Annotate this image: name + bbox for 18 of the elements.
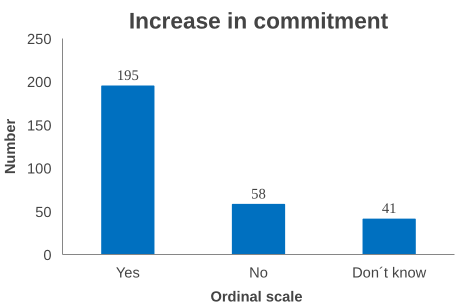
chart-title: Increase in commitment: [128, 8, 389, 34]
y-axis-title: Number: [3, 118, 20, 174]
x-tick-label: Yes: [116, 266, 140, 282]
y-tick-label: 50: [35, 204, 52, 221]
bar: [232, 204, 286, 254]
bar: [101, 86, 154, 254]
data-label: 58: [251, 186, 266, 202]
y-tick-label: 200: [27, 75, 52, 92]
data-label: 41: [382, 201, 396, 218]
data-label: 195: [116, 68, 139, 84]
x-tick-label: Don´t know: [352, 266, 427, 282]
bar: [362, 218, 416, 254]
y-tick-label: 100: [27, 162, 52, 178]
y-tick-label: 150: [27, 118, 52, 134]
y-tick-label: 250: [27, 32, 52, 48]
x-tick-label: No: [249, 266, 268, 282]
x-axis-title: Ordinal scale: [210, 290, 302, 306]
y-tick-label: 0: [43, 248, 52, 264]
